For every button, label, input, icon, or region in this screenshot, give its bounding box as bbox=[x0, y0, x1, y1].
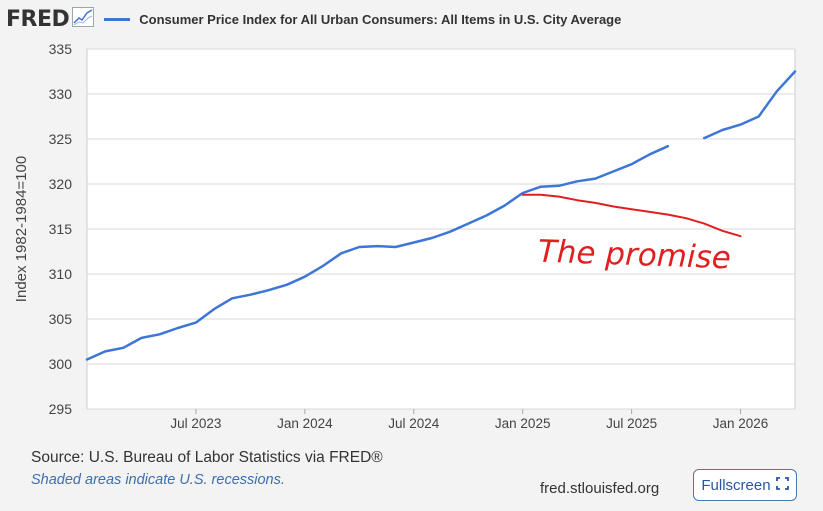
x-tick-label: Jan 2024 bbox=[277, 416, 333, 431]
y-tick-label: 305 bbox=[49, 311, 73, 327]
y-tick-label: 320 bbox=[49, 176, 73, 192]
annotation-label: The promise bbox=[537, 234, 731, 277]
annotation-line bbox=[521, 193, 742, 238]
x-tick-label: Jul 2025 bbox=[606, 416, 657, 431]
source-note: Source: U.S. Bureau of Labor Statistics … bbox=[31, 449, 383, 466]
legend-series-label: Consumer Price Index for All Urban Consu… bbox=[139, 11, 622, 27]
x-tick-label: Jan 2026 bbox=[713, 416, 769, 431]
y-tick-label: 330 bbox=[49, 86, 73, 102]
series-line bbox=[702, 70, 797, 140]
fullscreen-label: Fullscreen bbox=[701, 476, 771, 494]
fred-logo[interactable]: FRED bbox=[6, 6, 70, 32]
site-link[interactable]: fred.stlouisfed.org bbox=[540, 480, 660, 497]
recession-note: Shaded areas indicate U.S. recessions. bbox=[31, 472, 285, 488]
chart-line-icon bbox=[72, 6, 95, 32]
y-tick-label: 310 bbox=[49, 266, 73, 282]
x-tick-label: Jul 2024 bbox=[388, 416, 440, 431]
legend-swatch bbox=[104, 17, 131, 21]
series-layer bbox=[85, 70, 797, 361]
y-axis: 295 300 305 310 315 320 325 330 335 bbox=[49, 41, 73, 417]
y-tick-label: 325 bbox=[49, 131, 73, 147]
expand-icon bbox=[775, 476, 789, 494]
y-tick-label: 295 bbox=[49, 401, 73, 417]
grid bbox=[86, 48, 796, 410]
annotation-layer bbox=[521, 193, 742, 238]
series-line bbox=[85, 144, 670, 361]
fullscreen-button[interactable]: Fullscreen bbox=[693, 469, 797, 501]
y-axis-label: Index 1982-1984=100 bbox=[13, 156, 30, 302]
x-tick-label: Jul 2023 bbox=[170, 416, 221, 431]
y-tick-label: 300 bbox=[49, 356, 73, 372]
x-axis: Jul 2023 Jan 2024 Jul 2024 Jan 2025 Jul 2025… bbox=[170, 409, 768, 431]
y-tick-label: 335 bbox=[49, 41, 73, 57]
chart-header: FRED Consumer Price Index for All Urban … bbox=[6, 6, 621, 32]
x-tick-label: Jan 2025 bbox=[495, 416, 551, 431]
y-tick-label: 315 bbox=[49, 221, 73, 237]
